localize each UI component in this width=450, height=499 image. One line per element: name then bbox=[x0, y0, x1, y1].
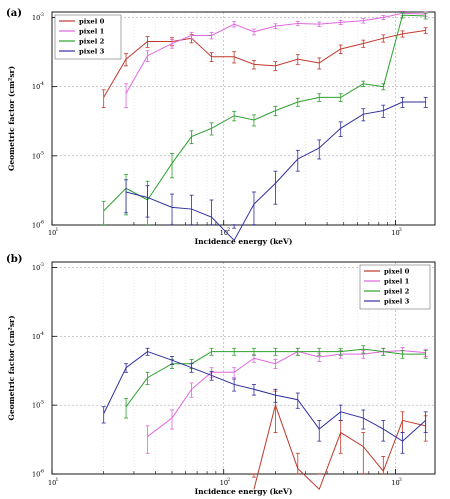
series-line bbox=[103, 29, 426, 98]
x-tick-exp: 1 bbox=[56, 227, 59, 233]
y-tick-exp: -5 bbox=[40, 400, 45, 406]
panel-label: (b) bbox=[6, 254, 22, 265]
series-pixel-2 bbox=[124, 345, 428, 419]
y-tick-label: 10 bbox=[32, 152, 40, 160]
series-line bbox=[103, 14, 426, 212]
y-tick-exp: -3 bbox=[40, 12, 45, 18]
series-line bbox=[103, 351, 426, 442]
x-tick-label: 10 bbox=[48, 479, 56, 487]
y-tick-exp: -4 bbox=[40, 81, 45, 87]
series-line bbox=[253, 403, 426, 491]
y-tick-label: 10 bbox=[32, 83, 40, 91]
grid bbox=[52, 12, 435, 225]
legend-entry: pixel 3 bbox=[79, 48, 105, 56]
y-tick-label: 10 bbox=[32, 333, 40, 341]
y-tick-exp: -5 bbox=[40, 150, 45, 156]
x-tick-exp: 2 bbox=[227, 477, 230, 483]
legend-entry: pixel 1 bbox=[384, 278, 410, 286]
x-tick-exp: 2 bbox=[227, 227, 230, 233]
series-pixel-3 bbox=[124, 96, 428, 242]
y-tick-label: 10 bbox=[32, 14, 40, 22]
series-pixel-2 bbox=[101, 12, 428, 226]
series-pixel-3 bbox=[101, 347, 428, 454]
x-tick-label: 10 bbox=[220, 229, 228, 237]
legend: pixel 0 pixel 1 pixel 2 pixel 3 bbox=[54, 14, 122, 60]
series-line bbox=[125, 12, 426, 94]
y-tick-label: 10 bbox=[32, 222, 40, 230]
y-tick-label: 10 bbox=[32, 402, 40, 410]
x-axis-label: Incidence energy (keV) bbox=[195, 487, 293, 496]
x-tick-label: 10 bbox=[391, 229, 399, 237]
legend-entry: pixel 1 bbox=[79, 28, 105, 36]
legend-entry: pixel 2 bbox=[79, 38, 105, 46]
y-tick-label: 10 bbox=[32, 264, 40, 272]
series-pixel-0 bbox=[101, 27, 428, 108]
legend-entry: pixel 0 bbox=[79, 18, 105, 26]
y-tick-exp: -4 bbox=[40, 331, 45, 337]
x-tick-label: 10 bbox=[220, 479, 228, 487]
legend-entry: pixel 3 bbox=[384, 298, 410, 306]
y-tick-exp: -6 bbox=[40, 469, 45, 475]
series-line bbox=[147, 350, 426, 437]
y-axis-label: Geometric factor (cm²sr) bbox=[7, 315, 16, 420]
series-line bbox=[125, 348, 426, 407]
x-tick-exp: 3 bbox=[399, 477, 402, 483]
legend-box bbox=[359, 264, 431, 310]
series-pixel-1 bbox=[124, 10, 428, 108]
legend: pixel 0 pixel 1 pixel 2 pixel 3 bbox=[359, 264, 431, 310]
x-tick-label: 10 bbox=[391, 479, 399, 487]
y-tick-exp: -6 bbox=[40, 220, 45, 226]
y-tick-label: 10 bbox=[32, 471, 40, 479]
x-tick-exp: 3 bbox=[399, 227, 402, 233]
axes-frame bbox=[51, 11, 436, 226]
legend-entry: pixel 2 bbox=[384, 288, 410, 296]
x-axis-label: Incidence energy (keV) bbox=[195, 237, 293, 246]
y-tick-exp: -3 bbox=[40, 262, 45, 268]
legend-entry: pixel 0 bbox=[384, 268, 410, 276]
legend-box bbox=[54, 14, 122, 60]
x-tick-label: 10 bbox=[48, 229, 56, 237]
axes-frame bbox=[51, 261, 436, 475]
y-axis-label: Geometric factor (cm²sr) bbox=[7, 66, 16, 171]
x-tick-exp: 1 bbox=[56, 477, 59, 483]
panel-label: (a) bbox=[6, 8, 22, 19]
